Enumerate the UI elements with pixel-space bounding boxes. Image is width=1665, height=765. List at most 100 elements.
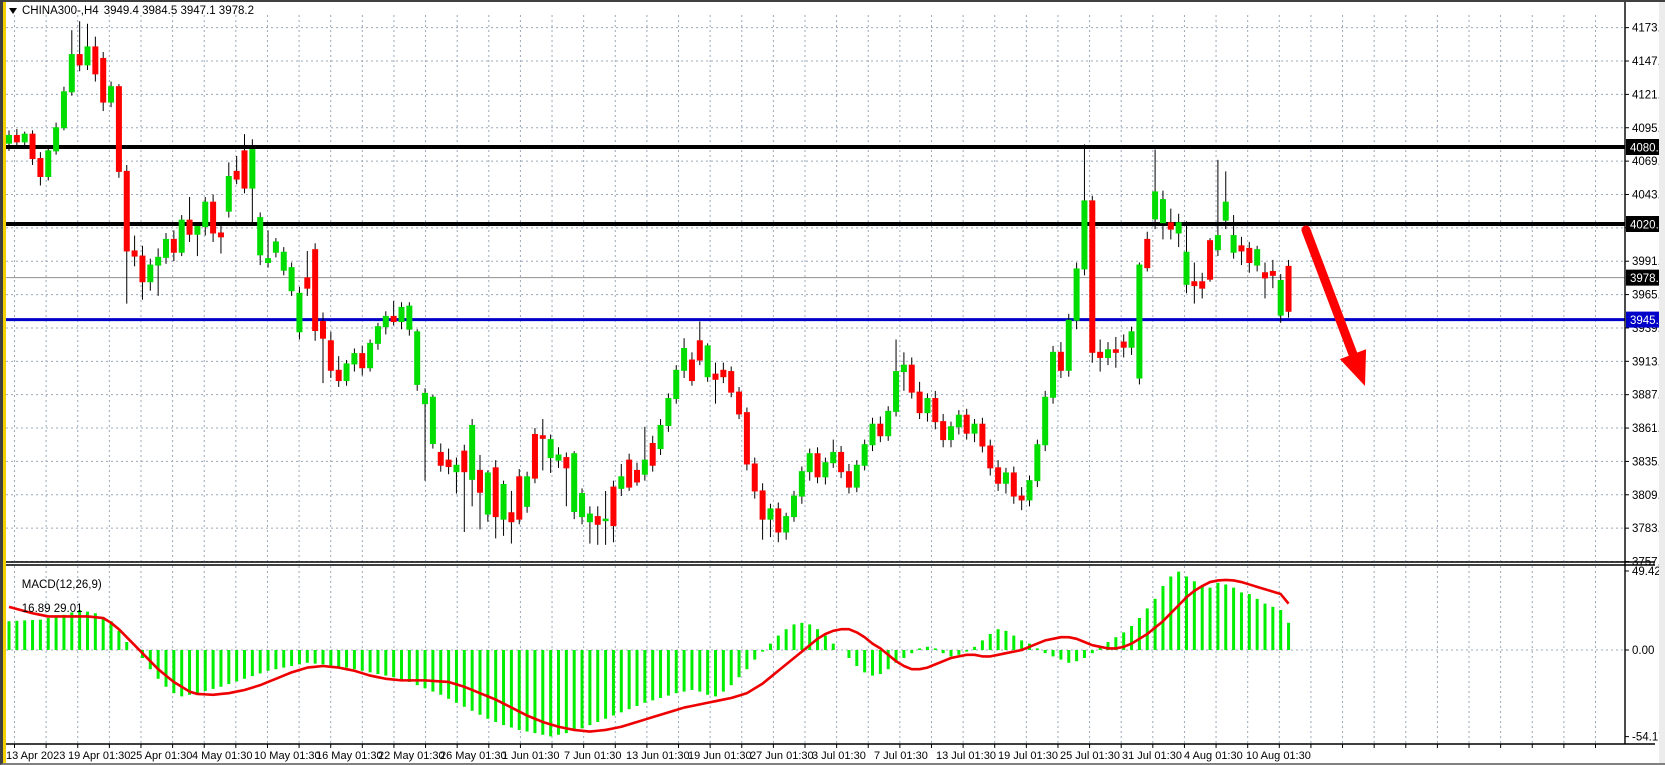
candle [429,396,436,444]
candle [147,264,154,283]
candle [1230,235,1237,253]
candle [579,492,586,518]
price-tick-label: 4095.0 [1632,123,1665,135]
axes: 4173.04147.04121.04095.04069.04043.04017… [3,2,1665,763]
price-tick-label: 4043.0 [1632,189,1665,201]
price-level-badge-text: 4020.0 [1630,220,1665,232]
price-tick-label: 3861.0 [1632,423,1665,435]
candle [1057,351,1064,371]
candle [1073,268,1080,321]
candle [767,508,774,520]
candle [775,508,782,533]
candle [194,226,201,235]
price-tick-label: 3991.0 [1632,256,1665,268]
candle [940,421,947,441]
candle [751,463,758,492]
candle [1277,279,1284,316]
candle [1214,235,1221,251]
candle [1191,281,1198,287]
candle [1183,251,1190,285]
candle [1050,351,1057,398]
date-label: 4 May 01:30 [192,750,253,762]
candles-group [6,21,1292,545]
candle [1136,264,1143,379]
candle [1269,270,1276,276]
candle [437,451,444,466]
candle [304,277,311,289]
candle [343,363,350,382]
trend-arrow-annotation[interactable] [1301,225,1367,386]
candle [712,373,719,380]
candle [516,476,523,520]
candle [995,467,1002,484]
candle [1112,349,1119,353]
candle [272,241,279,253]
candle [555,454,562,461]
price-tick-label: 3783.0 [1632,523,1665,535]
candle [1065,319,1072,371]
price-tick-label: 3835.0 [1632,456,1665,468]
candle [916,391,923,414]
symbol-dropdown-icon[interactable] [9,8,17,14]
candle [704,345,711,378]
candle [657,424,664,450]
candle [1120,341,1127,348]
price-tick-label: 4069.0 [1632,156,1665,168]
macd-values: 16.89 29.01 [21,603,83,615]
candle [908,364,915,393]
candle [1002,472,1009,484]
candle [178,219,185,253]
candle [893,371,900,412]
macd-name: MACD(12,26,9) [21,579,102,591]
candle [13,134,20,143]
candle [186,219,193,235]
price-level-badge [1626,311,1665,328]
candle [155,256,162,266]
candle [649,442,656,466]
price-level-badge-text: 3978.2 [1630,273,1665,285]
candle [445,459,452,468]
candle [539,435,546,439]
candle [170,238,177,253]
candle [563,457,570,469]
candle [453,464,460,473]
candle [924,398,931,414]
candle [853,464,860,488]
candle [1128,331,1135,348]
candle [398,306,405,323]
candle [1026,480,1033,501]
candle [1034,444,1041,482]
price-chart-canvas[interactable]: 4173.04147.04121.04095.04069.04043.04017… [3,2,1665,765]
candle [335,369,342,382]
candle [131,250,138,257]
candle [414,331,421,385]
candle [1262,272,1268,279]
price-tick-label: 3809.0 [1632,490,1665,502]
candle [728,371,735,393]
candle [225,176,232,212]
date-label: 10 May 01:30 [254,750,321,762]
date-label: 7 Jul 01:30 [874,750,928,762]
arrow-head [1339,349,1367,386]
candle [241,150,248,189]
candle [1222,201,1229,221]
candle [673,369,680,400]
candle [681,347,688,371]
candle [484,472,491,515]
candle [374,326,381,344]
price-tick-label: 4173.0 [1632,23,1665,35]
candle [163,238,169,258]
date-label: 22 May 01:30 [378,750,445,762]
candle [1097,351,1104,358]
candle [296,292,303,333]
date-label: 7 Jun 01:30 [564,750,622,762]
candle [249,149,256,189]
candle [139,255,146,283]
candle [1167,222,1174,230]
candle [845,471,852,488]
candle [586,513,593,523]
candle [955,414,962,428]
date-label: 13 Jun 01:30 [626,750,690,762]
gridlines [6,15,1625,744]
candle [1285,265,1292,312]
